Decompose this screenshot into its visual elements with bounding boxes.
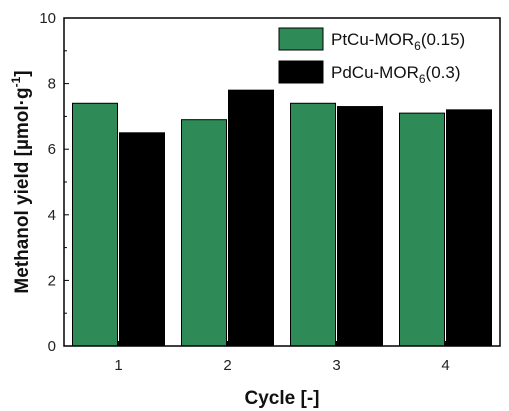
bar-series-0-cycle-1 <box>72 102 118 347</box>
bars-group <box>72 89 492 347</box>
y-tick-label: 8 <box>48 76 56 93</box>
x-tick-label: 2 <box>223 357 231 374</box>
y-axis-title: Methanol yield [µmol·g-1] <box>9 70 33 293</box>
legend-swatch-series-1 <box>278 60 324 84</box>
x-tick-label: 3 <box>332 357 340 374</box>
bar-series-0-cycle-2 <box>181 119 227 347</box>
bar-series-1-cycle-4 <box>446 109 492 347</box>
y-tick-label: 4 <box>48 207 56 224</box>
bar-series-0-cycle-3 <box>290 102 336 347</box>
legend-swatch-series-0 <box>278 27 324 51</box>
y-tick-label: 10 <box>39 10 56 27</box>
legend-label-series-1: PdCu-MOR6(0.3) <box>331 63 461 86</box>
x-tick-label: 4 <box>441 357 449 374</box>
legend: PtCu-MOR6(0.15) PdCu-MOR6(0.3) <box>278 27 465 86</box>
y-tick-label: 2 <box>48 272 56 289</box>
x-axis-title: Cycle [-] <box>245 388 320 409</box>
x-tick-label: 1 <box>114 357 122 374</box>
y-axis-title-superscript: -1 <box>9 76 23 87</box>
y-tick-label: 0 <box>48 338 56 355</box>
x-axis-ticks: 1 2 3 4 <box>114 341 450 374</box>
bar-series-1-cycle-2 <box>228 89 274 347</box>
y-axis-ticks: 0 2 4 6 8 10 <box>39 10 69 355</box>
bar-series-1-cycle-3 <box>337 106 383 347</box>
bar-series-0-cycle-4 <box>399 112 445 347</box>
y-axis-title-main: Methanol yield [µmol·g <box>12 87 33 293</box>
y-tick-label: 6 <box>48 141 56 158</box>
bar-series-1-cycle-1 <box>119 132 165 347</box>
y-axis-title-tail: ] <box>12 70 33 76</box>
legend-label-series-0: PtCu-MOR6(0.15) <box>331 30 465 53</box>
